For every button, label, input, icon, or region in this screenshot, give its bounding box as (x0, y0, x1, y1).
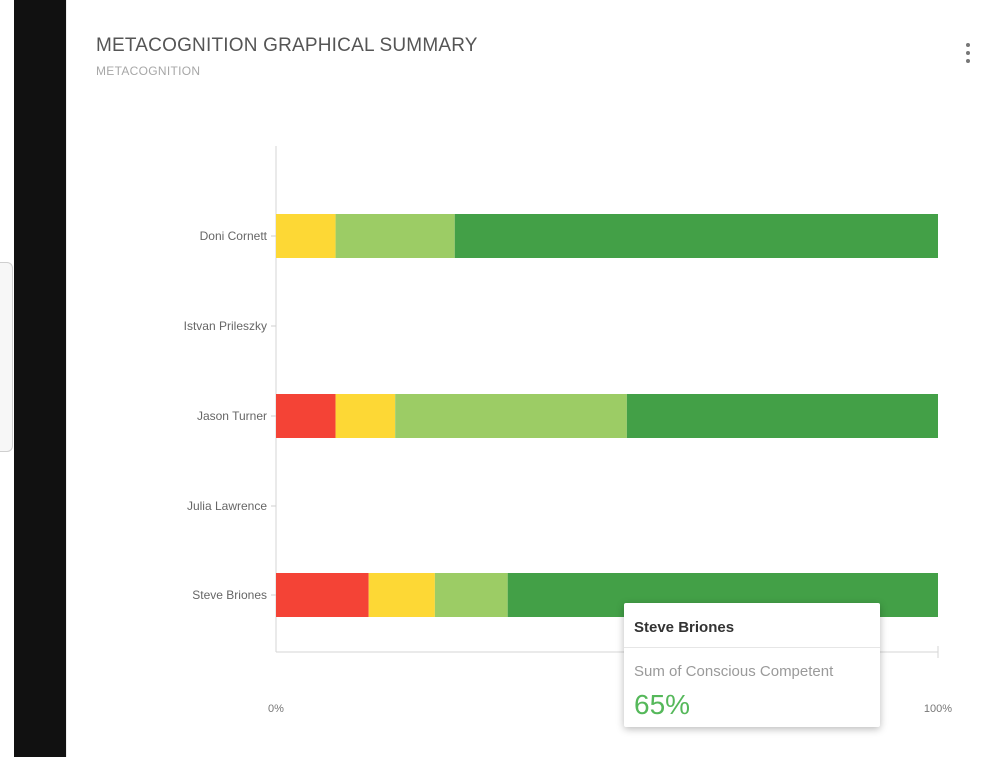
x-tick-label: 100% (924, 703, 952, 715)
stacked-bar-chart: Doni Cornett Istvan Prileszky Jason Turner… (184, 146, 952, 715)
bar-segment[interactable] (276, 573, 369, 617)
bar-segment[interactable] (276, 214, 336, 258)
card-title: METACOGNITION GRAPHICAL SUMMARY (96, 35, 478, 56)
bar-segment[interactable] (335, 394, 396, 438)
chart-card: METACOGNITION GRAPHICAL SUMMARY METACOGN… (66, 0, 1000, 757)
bar-segment[interactable] (434, 573, 508, 617)
y-tick-label: Steve Briones (192, 588, 267, 602)
bar-segment[interactable] (626, 394, 938, 438)
bar-segment[interactable] (335, 214, 455, 258)
bar-segment[interactable] (276, 394, 336, 438)
card-subtitle: METACOGNITION (96, 64, 201, 78)
side-tab[interactable] (0, 262, 13, 452)
tooltip-title: Steve Briones (634, 619, 735, 636)
tooltip-divider (624, 647, 880, 648)
x-tick-label: 0% (268, 703, 284, 715)
y-tick-label: Jason Turner (197, 409, 267, 423)
bar-segment[interactable] (395, 394, 627, 438)
y-tick-label: Doni Cornett (200, 229, 268, 243)
bar-segment[interactable] (454, 214, 938, 258)
y-tick-label: Julia Lawrence (187, 499, 267, 513)
tooltip-value: 65% (634, 689, 691, 720)
bar-segment[interactable] (368, 573, 435, 617)
tooltip-label: Sum of Conscious Competent (634, 663, 834, 680)
chart-tooltip: Steve Briones Sum of Conscious Competent… (624, 603, 880, 727)
dark-sidebar (14, 0, 66, 757)
more-vertical-icon[interactable] (954, 36, 982, 70)
y-tick-label: Istvan Prileszky (184, 319, 267, 333)
